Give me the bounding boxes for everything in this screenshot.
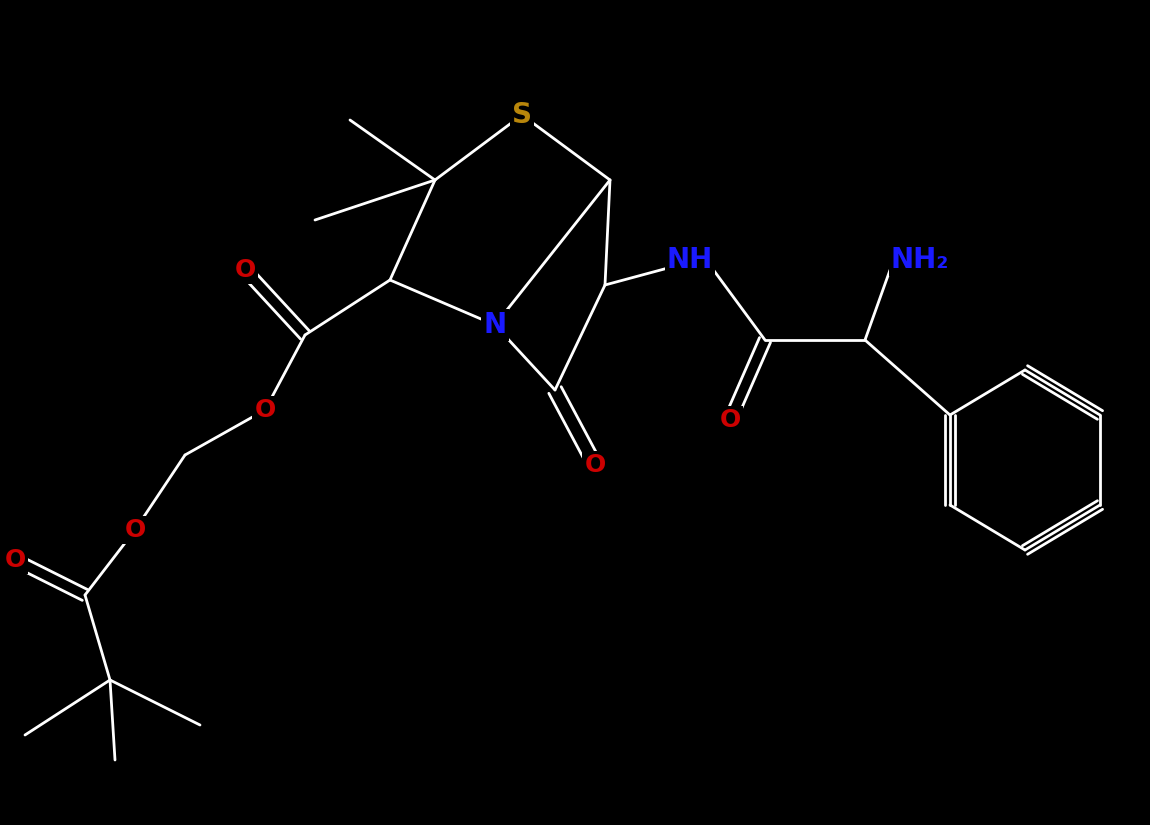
Text: O: O	[584, 453, 606, 477]
Text: O: O	[720, 408, 741, 432]
Text: NH: NH	[667, 246, 713, 274]
Text: O: O	[235, 258, 255, 282]
Text: O: O	[5, 548, 25, 572]
Text: O: O	[254, 398, 276, 422]
Text: N: N	[483, 311, 506, 339]
Text: O: O	[124, 518, 146, 542]
Text: S: S	[512, 101, 532, 129]
Text: NH₂: NH₂	[891, 246, 949, 274]
